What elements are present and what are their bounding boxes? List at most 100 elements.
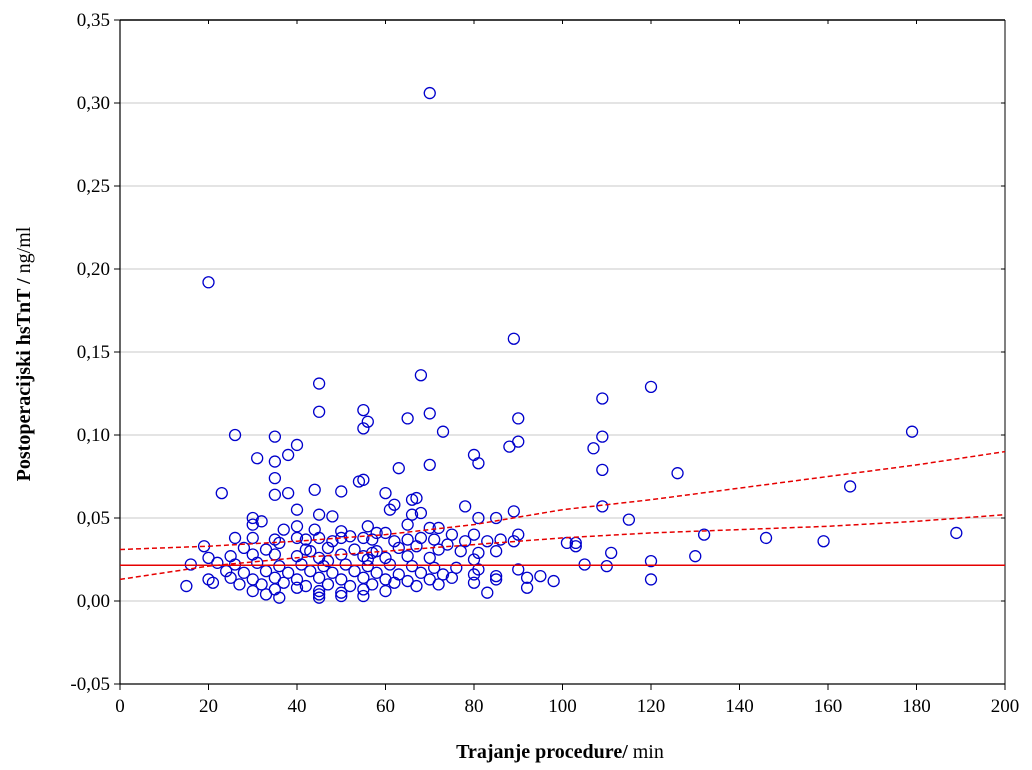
data-point [423, 86, 436, 100]
data-point [339, 558, 352, 571]
x-tick-label: 140 [725, 696, 754, 717]
data-point [281, 448, 295, 462]
data-point [268, 472, 282, 485]
data-point [414, 566, 428, 579]
data-point [423, 407, 436, 420]
data-point [578, 558, 591, 571]
data-point [458, 500, 472, 513]
y-axis-title-unit: ng/ml [13, 226, 35, 278]
y-tick-label: 0,10 [77, 425, 110, 446]
data-point [423, 551, 436, 564]
data-point [312, 531, 326, 545]
data-point [246, 531, 259, 545]
data-point [251, 556, 264, 569]
data-point [268, 455, 282, 468]
data-point [520, 581, 534, 594]
data-point [206, 576, 220, 589]
data-point [335, 586, 348, 599]
y-axis-title-main: Postoperacijski hsTnT / [13, 278, 35, 481]
data-point [357, 531, 370, 545]
x-tick-label: 0 [115, 696, 125, 717]
data-point [335, 589, 348, 603]
data-point [281, 486, 295, 500]
data-point [326, 566, 339, 579]
data-point [343, 579, 357, 593]
data-point [405, 508, 419, 521]
data-point [843, 480, 857, 493]
data-point [357, 403, 370, 417]
data-point [445, 571, 459, 584]
data-point [211, 556, 224, 569]
axes [114, 19, 1006, 690]
data-point [379, 526, 392, 540]
data-point [290, 503, 304, 516]
x-tick-label: 200 [991, 696, 1020, 717]
y-tick-label: 0,30 [77, 93, 110, 114]
y-tick-label: 0,20 [77, 259, 110, 280]
data-point [503, 440, 516, 453]
data-point [228, 531, 242, 545]
data-point [436, 425, 450, 438]
data-point [414, 531, 428, 545]
data-points [180, 86, 963, 604]
data-point [481, 535, 494, 548]
data-point [401, 412, 414, 425]
data-point [689, 550, 702, 563]
data-point [697, 528, 711, 541]
data-point [388, 535, 401, 548]
data-point [489, 569, 503, 583]
y-tick-label: 0,15 [77, 342, 110, 363]
data-point [237, 541, 251, 555]
data-point [414, 369, 428, 382]
data-point [569, 540, 582, 553]
data-point [512, 563, 525, 576]
data-point [361, 415, 374, 428]
data-point [357, 422, 370, 435]
data-point [361, 559, 374, 573]
y-tick-label: 0,00 [77, 591, 110, 612]
data-point [454, 545, 467, 558]
data-point [299, 533, 313, 546]
data-point [290, 438, 304, 452]
data-point [428, 533, 441, 546]
data-point [233, 578, 246, 591]
data-point [295, 558, 308, 571]
x-tick-label: 120 [637, 696, 666, 717]
data-point [255, 578, 268, 591]
data-point [277, 523, 290, 536]
data-point [644, 573, 658, 586]
y-tick-label: 0,35 [77, 10, 110, 31]
data-point [180, 579, 193, 593]
data-point [450, 561, 463, 574]
data-point [290, 531, 304, 545]
data-point [326, 535, 339, 548]
x-axis-title: Trajanje procedure/ min [456, 741, 664, 763]
data-point [405, 559, 419, 573]
data-point [481, 586, 494, 599]
data-point [817, 535, 830, 548]
data-point [335, 573, 348, 586]
data-point [467, 448, 481, 462]
regression-lines [119, 450, 1006, 581]
x-axis-title-main: Trajanje procedure/ [456, 741, 628, 763]
data-point [401, 518, 414, 531]
data-point [290, 520, 304, 533]
data-point [299, 579, 313, 593]
data-point [423, 521, 436, 535]
data-point [228, 558, 242, 571]
data-point [281, 566, 295, 579]
x-tick-label: 40 [288, 696, 307, 717]
data-point [321, 578, 335, 591]
y-axis-title: Postoperacijski hsTnT / ng/ml [13, 226, 35, 481]
data-point [237, 566, 251, 579]
data-point [467, 576, 481, 589]
data-point [432, 543, 445, 556]
data-point [410, 540, 423, 553]
data-point [512, 412, 525, 425]
data-point [388, 576, 401, 589]
data-point [224, 571, 237, 584]
data-point [414, 506, 428, 520]
data-point [383, 558, 397, 571]
data-point [759, 531, 773, 545]
